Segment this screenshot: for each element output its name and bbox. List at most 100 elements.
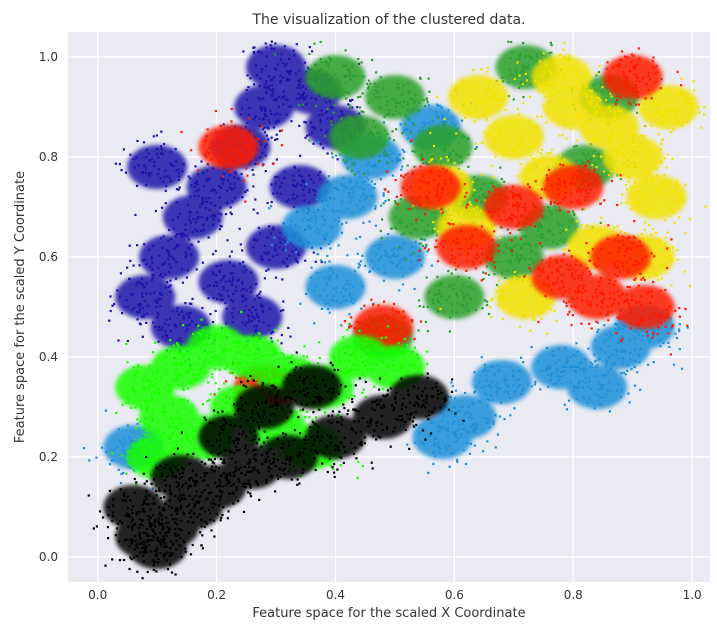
data-point — [609, 368, 612, 371]
data-point — [460, 303, 463, 306]
data-point — [504, 374, 507, 378]
data-point — [527, 278, 530, 281]
data-point — [493, 273, 496, 276]
data-point — [250, 311, 253, 314]
data-point — [230, 162, 233, 165]
data-point — [310, 74, 313, 77]
data-point — [588, 380, 591, 383]
data-point — [534, 60, 537, 63]
data-point — [417, 254, 420, 258]
data-point — [453, 124, 456, 127]
data-point — [639, 191, 642, 194]
data-point — [516, 194, 519, 197]
data-point — [323, 277, 326, 280]
data-point — [668, 305, 671, 308]
data-point — [418, 242, 421, 245]
data-point — [170, 163, 173, 166]
data-point — [222, 173, 225, 176]
data-point — [621, 143, 624, 146]
data-point — [510, 40, 513, 44]
cluster-blob — [626, 175, 687, 219]
data-point — [220, 186, 223, 189]
data-point — [577, 382, 580, 385]
data-point — [475, 106, 478, 109]
data-point — [605, 362, 608, 365]
data-point — [668, 89, 671, 92]
data-point — [210, 189, 213, 193]
data-point — [169, 266, 172, 269]
data-point — [665, 110, 668, 113]
data-point — [418, 431, 421, 434]
data-point — [524, 258, 527, 261]
data-point — [607, 311, 610, 314]
data-point — [328, 311, 331, 314]
data-point — [410, 223, 413, 226]
data-point — [497, 103, 501, 106]
data-point — [626, 285, 629, 288]
data-point — [396, 248, 400, 251]
data-point — [254, 162, 257, 165]
data-point — [438, 427, 441, 430]
data-point — [594, 291, 597, 294]
data-point — [130, 439, 133, 442]
data-point — [155, 134, 158, 137]
data-point — [234, 171, 237, 174]
data-point — [524, 208, 527, 211]
data-point — [487, 108, 490, 111]
data-point — [302, 194, 305, 197]
data-point — [407, 91, 410, 94]
data-point — [409, 131, 412, 135]
data-point — [504, 125, 507, 128]
data-point — [629, 322, 632, 325]
data-point — [671, 246, 675, 249]
data-point — [576, 286, 579, 290]
data-point — [205, 179, 208, 182]
data-point — [484, 385, 487, 388]
data-point — [634, 359, 637, 362]
data-point — [605, 374, 608, 377]
data-point — [614, 322, 617, 326]
data-point — [504, 131, 507, 135]
data-point — [261, 118, 265, 121]
data-point — [330, 299, 333, 302]
data-point — [494, 414, 497, 417]
data-point — [248, 308, 251, 312]
data-point — [398, 246, 401, 249]
data-point — [398, 153, 401, 156]
data-point — [520, 214, 524, 217]
data-point — [268, 121, 271, 124]
data-point — [342, 65, 345, 68]
data-point — [357, 262, 360, 265]
data-point — [329, 184, 332, 187]
data-point — [213, 338, 216, 341]
data-point — [559, 184, 562, 187]
data-point — [532, 137, 535, 140]
data-point — [633, 348, 636, 352]
data-point — [466, 286, 470, 289]
data-point — [575, 370, 578, 373]
data-point — [600, 300, 603, 303]
data-point — [501, 80, 505, 83]
data-point — [515, 296, 518, 299]
data-point — [126, 339, 129, 343]
data-point — [462, 449, 465, 452]
data-point — [489, 79, 492, 82]
data-point — [667, 115, 670, 118]
data-point — [170, 237, 173, 241]
data-point — [218, 160, 221, 163]
data-point — [322, 215, 325, 218]
data-point — [319, 40, 322, 44]
data-point — [202, 228, 205, 231]
data-point — [222, 285, 225, 288]
data-point — [263, 251, 266, 254]
data-point — [264, 42, 267, 45]
data-point — [187, 175, 190, 178]
data-point — [441, 187, 445, 190]
data-point — [331, 209, 334, 212]
data-point — [619, 133, 622, 136]
data-point — [513, 270, 516, 273]
data-point — [421, 173, 424, 176]
data-point — [632, 54, 635, 57]
data-point — [157, 168, 161, 171]
data-point — [650, 174, 653, 178]
